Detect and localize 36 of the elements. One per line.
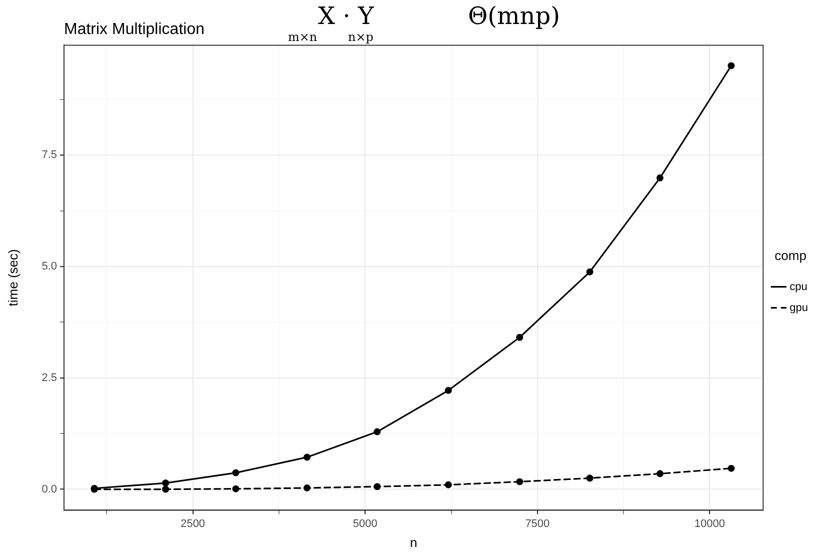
point xyxy=(374,483,381,490)
point xyxy=(516,334,524,341)
y-tick-label: 7.5 xyxy=(42,149,57,162)
point xyxy=(444,386,452,394)
point xyxy=(516,478,524,486)
y-axis-title: time (sec) xyxy=(5,249,20,306)
point xyxy=(728,62,735,70)
point xyxy=(444,481,452,488)
point xyxy=(656,470,664,478)
text: m×n xyxy=(288,30,318,44)
text: n×p xyxy=(348,30,374,44)
point xyxy=(586,474,594,482)
point xyxy=(374,428,381,436)
point xyxy=(304,484,311,492)
point xyxy=(162,480,170,487)
point xyxy=(586,268,594,276)
y-tick-label: 0.0 xyxy=(42,483,57,496)
y-tick-label: 5.0 xyxy=(42,260,57,273)
x-tick-label: 7500 xyxy=(525,518,550,530)
point xyxy=(656,174,664,182)
point xyxy=(728,464,735,472)
x-tick-label: 10000 xyxy=(694,518,726,530)
x-tick-label: 5000 xyxy=(352,518,378,530)
legend-title: comp xyxy=(774,248,806,263)
chart-title: Matrix Multiplication xyxy=(64,21,204,38)
point xyxy=(232,469,240,476)
point xyxy=(162,486,170,493)
x-axis-title: n xyxy=(410,534,418,550)
text: X · Y xyxy=(318,2,374,30)
point xyxy=(232,485,240,492)
y-tick-label: 2.5 xyxy=(42,372,57,384)
legend-label: gpu xyxy=(790,302,808,314)
legend-label: cpu xyxy=(790,280,808,293)
x-tick-label: 2500 xyxy=(180,518,206,530)
point xyxy=(304,454,311,461)
text: Θ(mnp) xyxy=(468,2,560,30)
